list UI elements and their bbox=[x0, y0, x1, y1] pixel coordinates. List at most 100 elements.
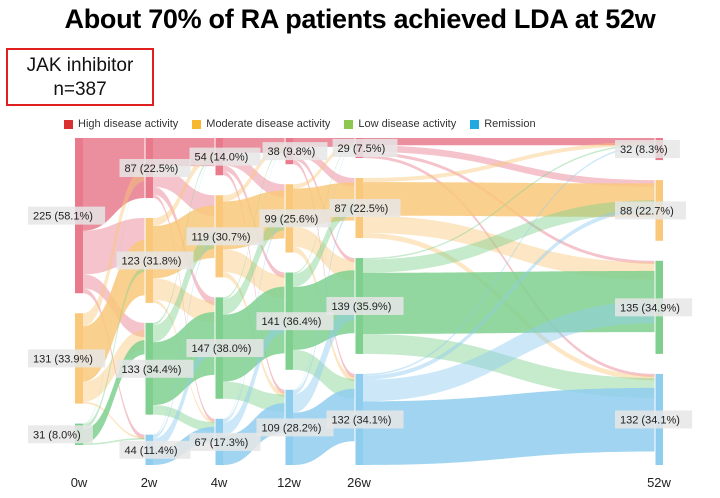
node-label-bg bbox=[615, 410, 693, 429]
legend-swatch bbox=[470, 119, 480, 129]
flow-link bbox=[223, 145, 285, 202]
node-label: 99 (25.6%) bbox=[265, 213, 319, 225]
node-label: 88 (22.7%) bbox=[620, 205, 674, 217]
flow-link bbox=[153, 405, 215, 432]
node-label-bg bbox=[189, 432, 261, 451]
node-label: 44 (11.4%) bbox=[125, 445, 178, 457]
node-label: 54 (14.0%) bbox=[195, 152, 249, 164]
node-label: 67 (17.3%) bbox=[195, 437, 249, 449]
node-label: 147 (38.0%) bbox=[191, 343, 251, 355]
node-label-bg bbox=[615, 201, 686, 220]
flow-link bbox=[83, 174, 145, 425]
flow-link bbox=[83, 267, 145, 429]
flow-link bbox=[83, 339, 145, 444]
flow-link bbox=[223, 222, 285, 423]
flow-link bbox=[153, 343, 215, 450]
node-label: 87 (22.5%) bbox=[335, 203, 389, 215]
flow-link bbox=[363, 200, 655, 273]
flow-link bbox=[293, 201, 355, 287]
node-label: 139 (35.9%) bbox=[331, 301, 391, 313]
node-label: 32 (8.3%) bbox=[620, 144, 668, 156]
node-label: 29 (7.5%) bbox=[338, 143, 386, 155]
node-label: 38 (9.8%) bbox=[268, 146, 316, 158]
flow-link bbox=[363, 387, 655, 465]
flow-link bbox=[153, 194, 215, 423]
legend-item-moderate[interactable]: Moderate disease activity bbox=[192, 118, 330, 130]
node-label: 123 (31.8%) bbox=[121, 255, 181, 267]
node-label-bg bbox=[615, 140, 680, 159]
node-label: 135 (34.9%) bbox=[620, 302, 680, 314]
cohort-badge: JAK inhibitor n=387 bbox=[6, 48, 154, 106]
flow-link bbox=[83, 401, 145, 439]
node-label-bg bbox=[259, 209, 331, 228]
node-label: 225 (58.1%) bbox=[33, 211, 93, 223]
legend-swatch bbox=[192, 119, 202, 129]
node-label-bg bbox=[256, 418, 334, 437]
node-label-bg bbox=[329, 199, 401, 218]
legend-item-low[interactable]: Low disease activity bbox=[344, 118, 456, 130]
node-label: 119 (30.7%) bbox=[191, 231, 250, 243]
flow-link bbox=[363, 143, 655, 260]
flow-link bbox=[363, 144, 655, 376]
flow-link bbox=[153, 278, 215, 323]
node-label-bg bbox=[116, 359, 194, 378]
flow-link bbox=[363, 138, 655, 146]
flow-link bbox=[153, 157, 215, 436]
flow-link bbox=[153, 152, 215, 226]
x-tick-label: 12w bbox=[277, 475, 301, 490]
flow-link bbox=[363, 182, 655, 218]
node-label-bg bbox=[189, 147, 261, 166]
node-label-bg bbox=[28, 425, 93, 444]
flow-link bbox=[153, 231, 215, 343]
legend-item-remission[interactable]: Remission bbox=[470, 118, 536, 130]
flow-link bbox=[223, 148, 285, 300]
flow-link bbox=[83, 168, 145, 327]
flow-link bbox=[153, 240, 215, 439]
flow-link bbox=[363, 155, 655, 377]
flow-link bbox=[83, 239, 145, 382]
x-tick-label: 2w bbox=[141, 475, 158, 490]
node-label: 132 (34.1%) bbox=[620, 414, 680, 426]
cohort-drug: JAK inhibitor bbox=[26, 55, 134, 76]
x-tick-label: 26w bbox=[347, 475, 371, 490]
node-label-bg bbox=[326, 410, 404, 429]
flow-link bbox=[223, 171, 285, 395]
node-label-bg bbox=[262, 142, 328, 161]
flow-link bbox=[223, 249, 285, 299]
flow-link bbox=[153, 156, 215, 326]
node-label-bg bbox=[119, 159, 191, 178]
flow-link bbox=[363, 206, 655, 380]
x-tick-label: 0w bbox=[71, 475, 88, 490]
node-label: 31 (8.0%) bbox=[33, 429, 81, 441]
node-label: 87 (22.5%) bbox=[125, 163, 179, 175]
flow-link bbox=[153, 311, 215, 406]
flow-link bbox=[223, 381, 285, 412]
flow-link bbox=[293, 145, 355, 391]
legend-swatch bbox=[344, 119, 354, 129]
flow-link bbox=[223, 286, 285, 382]
flow-link bbox=[363, 215, 655, 280]
node-label: 133 (34.4%) bbox=[121, 364, 181, 376]
x-tick-label: 4w bbox=[211, 475, 228, 490]
node-label: 132 (34.1%) bbox=[331, 414, 391, 426]
node-label-bg bbox=[256, 312, 334, 331]
node-label-bg bbox=[28, 206, 106, 225]
x-tick-label: 52w bbox=[647, 475, 671, 490]
flow-link bbox=[363, 270, 655, 334]
node-label-bg bbox=[332, 139, 398, 158]
flow-link bbox=[293, 142, 355, 189]
flow-link bbox=[223, 214, 285, 315]
flow-link bbox=[153, 166, 215, 216]
flow-link bbox=[223, 149, 285, 420]
node-label-bg bbox=[186, 339, 264, 358]
flow-link bbox=[83, 288, 145, 440]
flow-link bbox=[293, 226, 355, 281]
node-label-bg bbox=[615, 298, 693, 317]
legend-item-high[interactable]: High disease activity bbox=[64, 118, 178, 130]
legend-swatch bbox=[64, 119, 73, 129]
flow-link bbox=[293, 144, 355, 274]
node-label-bg bbox=[119, 440, 191, 459]
flow-link bbox=[293, 301, 355, 413]
flow-link bbox=[363, 145, 655, 187]
